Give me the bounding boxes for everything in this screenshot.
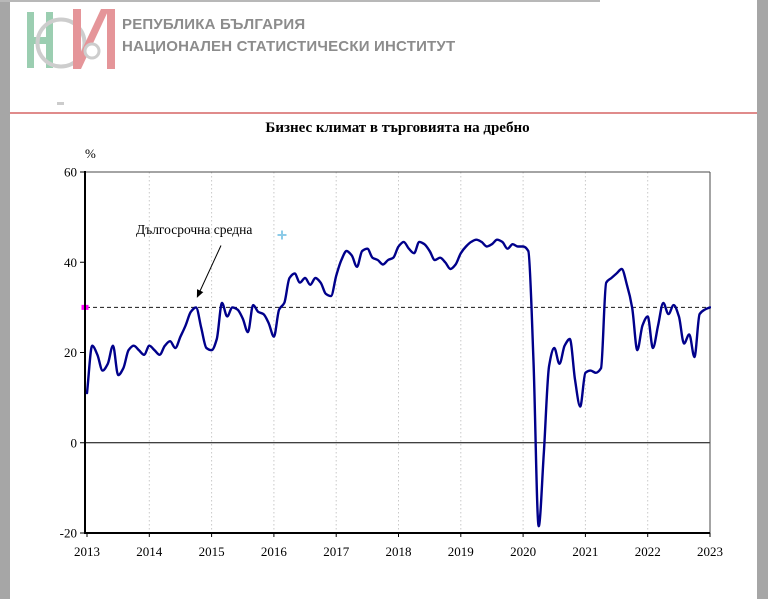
x-tick-label: 2018 xyxy=(386,544,412,559)
nsi-logo-icon[interactable] xyxy=(26,7,118,73)
x-tick-label: 2022 xyxy=(635,544,661,559)
x-tick-label: 2023 xyxy=(697,544,723,559)
x-tick-labels: 2013 2014 2015 2016 2017 2018 2019 2020 2021 2022… xyxy=(74,533,723,559)
site-header: РЕПУБЛИКА БЪЛГАРИЯ НАЦИОНАЛЕН СТАТИСТИЧЕ… xyxy=(122,14,455,58)
x-tick-label: 2014 xyxy=(136,544,163,559)
y-tick-labels: 60 40 20 0 -20 xyxy=(60,165,85,541)
letter-c-ring xyxy=(35,17,87,69)
y-tick-label: 0 xyxy=(71,435,78,450)
letter-i-red xyxy=(73,9,115,69)
chart-title: Бизнес климат в търговията на дребно xyxy=(265,120,530,136)
x-tick-label: 2016 xyxy=(261,544,288,559)
x-tick-label: 2013 xyxy=(74,544,100,559)
y-tick-label: 60 xyxy=(64,165,77,180)
x-tick-label: 2019 xyxy=(448,544,474,559)
data-line xyxy=(85,238,711,528)
y-tick-label: 40 xyxy=(64,255,77,270)
top-border xyxy=(0,0,600,2)
x-tick-label: 2015 xyxy=(199,544,225,559)
left-gray-strip xyxy=(0,0,10,599)
y-tick-label: -20 xyxy=(60,526,77,541)
gridlines xyxy=(148,172,711,533)
x-tick-label: 2017 xyxy=(323,544,350,559)
x-tick-label: 2020 xyxy=(510,544,536,559)
avg-annotation-label: Дългосрочна средна xyxy=(136,222,253,237)
stray-mark xyxy=(57,102,64,105)
y-tick-label: 20 xyxy=(64,345,77,360)
header-line2: НАЦИОНАЛЕН СТАТИСТИЧЕСКИ ИНСТИТУТ xyxy=(122,38,456,55)
header-line1: РЕПУБЛИКА БЪЛГАРИЯ xyxy=(122,16,306,33)
cursor-artifact xyxy=(277,230,287,240)
letter-n-green xyxy=(27,12,53,68)
annotation-arrow xyxy=(196,245,222,298)
x-tick-label: 2021 xyxy=(572,544,598,559)
right-gray-strip xyxy=(757,0,768,599)
header-divider xyxy=(10,112,757,114)
y-axis-unit-label: % xyxy=(85,146,96,161)
